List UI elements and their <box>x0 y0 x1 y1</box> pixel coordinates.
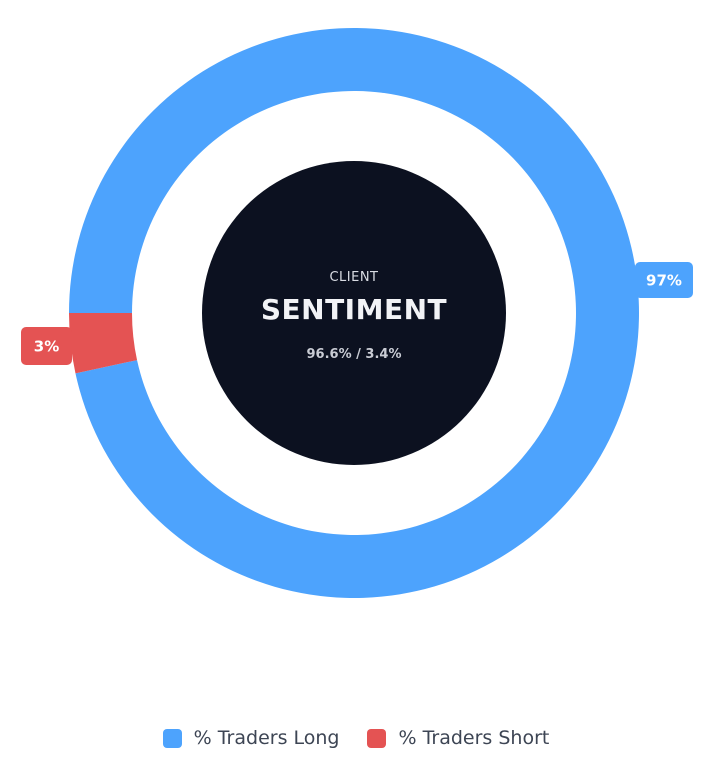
data-label-badge-long <box>635 262 693 298</box>
legend-item-long[interactable]: % Traders Long <box>162 727 340 749</box>
data-label-badges: 97% 3% <box>21 262 693 365</box>
data-label-text-short: 3% <box>34 338 59 356</box>
donut-slices <box>69 28 639 598</box>
legend-label-short: % Traders Short <box>398 727 550 749</box>
data-label-badge-short <box>21 327 72 365</box>
legend-swatch-short <box>367 728 387 748</box>
center-subtitle: 96.6% / 3.4% <box>307 347 402 362</box>
chart-legend: % Traders Long % Traders Short <box>0 727 712 749</box>
center-disc <box>202 161 506 465</box>
center-small-label: CLIENT <box>329 270 378 285</box>
data-label-text-long: 97% <box>646 272 682 290</box>
donut-slice-short[interactable] <box>69 313 138 374</box>
legend-swatch-long <box>162 728 182 748</box>
center-title: SENTIMENT <box>261 293 447 326</box>
legend-item-short[interactable]: % Traders Short <box>367 727 549 749</box>
legend-label-long: % Traders Long <box>193 727 340 749</box>
